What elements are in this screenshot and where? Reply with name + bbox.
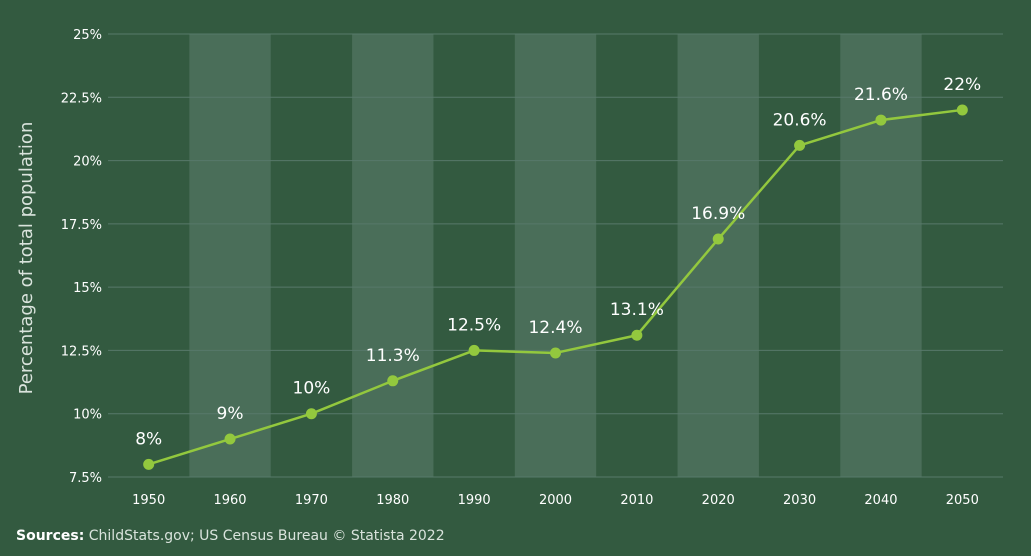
- data-label: 9%: [217, 404, 244, 424]
- data-point: [143, 458, 155, 470]
- data-label: 8%: [135, 429, 162, 449]
- column-band: [352, 34, 434, 477]
- x-tick-label: 1980: [376, 493, 409, 508]
- y-tick-label: 22.5%: [61, 91, 102, 106]
- x-tick-label: 2030: [783, 493, 816, 508]
- data-point: [875, 114, 887, 126]
- x-tick-label: 1960: [213, 493, 246, 508]
- data-label: 12.4%: [528, 318, 582, 338]
- line-chart: 7.5% 10% 12.5% 15% 17.5% 20% 22.5% 25% 1950 1960…: [16, 28, 1003, 508]
- y-tick-label: 12.5%: [61, 344, 102, 359]
- data-label: 16.9%: [691, 204, 745, 224]
- column-band: [189, 34, 271, 477]
- column-band: [840, 34, 922, 477]
- data-point: [387, 375, 399, 387]
- data-point: [794, 139, 806, 151]
- data-point: [468, 344, 480, 356]
- data-label: 20.6%: [773, 110, 827, 130]
- x-tick-label: 2020: [702, 493, 735, 508]
- x-tick-label: 2040: [864, 493, 897, 508]
- data-point: [224, 433, 236, 445]
- source-line: Sources: ChildStats.gov; US Census Burea…: [16, 528, 445, 544]
- data-label: 11.3%: [366, 346, 420, 366]
- column-band: [677, 34, 759, 477]
- y-tick-label: 20%: [73, 155, 102, 170]
- data-point: [712, 233, 724, 245]
- data-label: 13.1%: [610, 300, 664, 320]
- data-label: 22%: [943, 75, 981, 95]
- data-label: 21.6%: [854, 85, 908, 105]
- y-tick-label: 25%: [73, 28, 102, 43]
- x-tick-label: 2050: [946, 493, 979, 508]
- x-tick-label: 2000: [539, 493, 572, 508]
- data-point: [550, 347, 561, 359]
- y-tick-label: 17.5%: [61, 218, 102, 233]
- y-tick-label: 10%: [73, 408, 102, 423]
- y-tick-label: 15%: [73, 281, 102, 296]
- y-tick-label: 7.5%: [69, 471, 102, 486]
- source-label: Sources:: [16, 528, 85, 544]
- source-text: ChildStats.gov; US Census Bureau © Stati…: [88, 528, 445, 544]
- x-tick-label: 1990: [458, 493, 491, 508]
- x-tick-label: 1950: [132, 493, 165, 508]
- data-label: 12.5%: [447, 315, 501, 335]
- data-label: 10%: [293, 379, 331, 399]
- x-tick-label: 2010: [620, 493, 653, 508]
- column-band: [514, 34, 597, 477]
- data-point: [631, 329, 643, 341]
- data-point: [956, 104, 968, 116]
- x-tick-label: 1970: [295, 493, 328, 508]
- y-axis-title: Percentage of total population: [16, 122, 37, 395]
- data-point: [305, 408, 317, 420]
